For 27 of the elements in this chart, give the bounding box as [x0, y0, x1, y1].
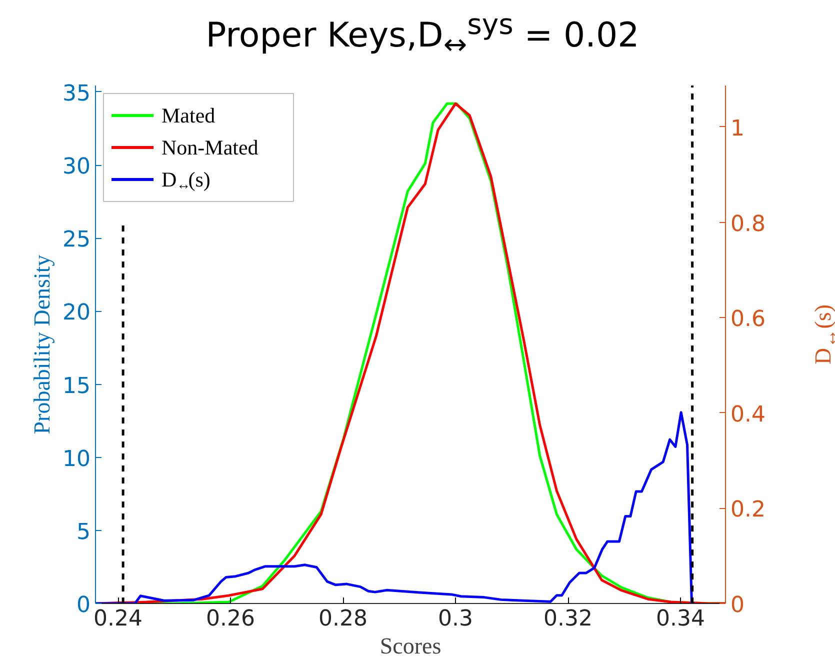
y-tick-label: 15 — [62, 374, 91, 399]
x-tick-label: 0.24 — [94, 606, 142, 632]
x-tick-label: 0.3 — [438, 606, 474, 632]
y-tick-label: 35 — [62, 81, 91, 106]
y-tick-label: 25 — [62, 228, 91, 253]
y2-tick-label: 1 — [730, 116, 744, 142]
y2-tick-label: 0.2 — [730, 498, 766, 523]
x-tick-label: 0.26 — [206, 606, 255, 632]
y-axis-title: Probability Density — [30, 254, 55, 434]
y-tick-label: 0 — [76, 593, 91, 618]
y-tick-label: 30 — [62, 154, 91, 180]
legend-label: D↔(s) — [162, 168, 210, 193]
y-tick-label: 10 — [62, 446, 91, 472]
x-tick-label: 0.34 — [656, 606, 705, 632]
x-axis-title: Scores — [380, 634, 442, 658]
y-tick-label: 5 — [76, 520, 91, 545]
line-series — [96, 411, 696, 604]
y2-tick-label: 0.4 — [730, 402, 766, 428]
y2-tick-label: 0.8 — [730, 212, 766, 237]
y2-tick-label: 0 — [730, 593, 744, 618]
x-tick-label: 0.28 — [318, 606, 368, 632]
legend-label: Non-Mated — [162, 136, 259, 160]
legend-label: Mated — [162, 104, 216, 128]
y-tick-label: 20 — [62, 300, 91, 326]
y2-tick-label: 0.6 — [730, 307, 766, 332]
chart-title: Proper Keys,D$_{↔}$$^{sys}$ = 0.02 — [204, 7, 640, 64]
x-tick-label: 0.32 — [544, 606, 592, 632]
